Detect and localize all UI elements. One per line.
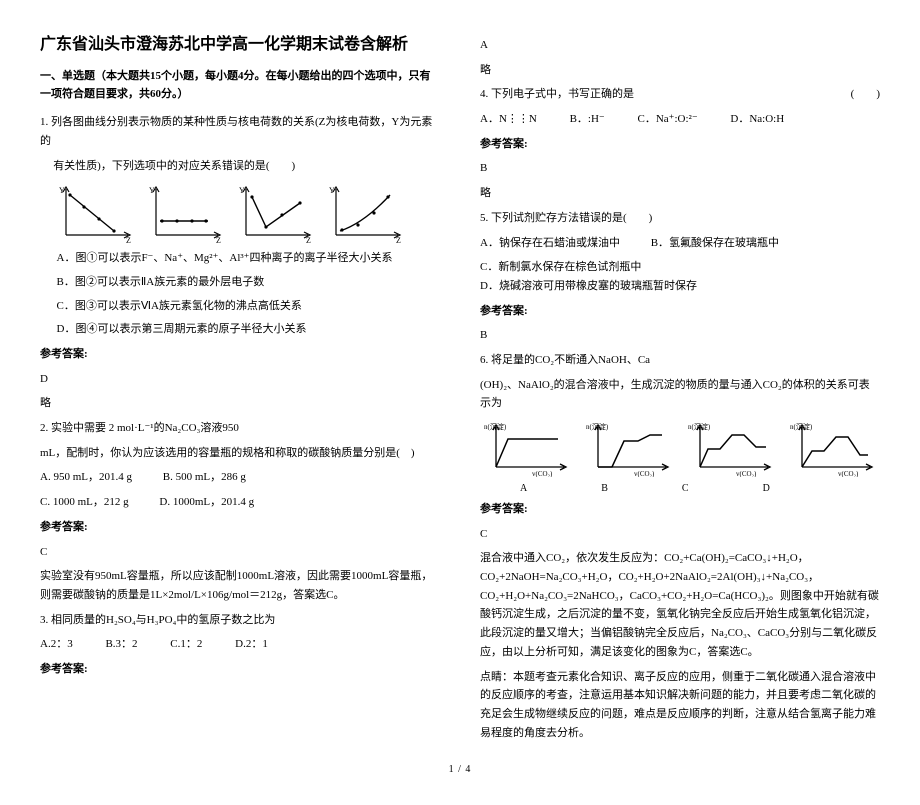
q3-option-b: B.3：2 [105,638,137,650]
q4-answer-label: 参考答案: [480,135,880,154]
q5-option-b: B．氢氟酸保存在玻璃瓶中 [651,234,779,253]
q4-option-c: C．Na⁺:O:²⁻ [638,113,698,125]
q6-answer-label: 参考答案: [480,500,880,519]
q6-label-a: A [520,483,527,494]
q2-option-c: C. 1000 mL，212 g [40,493,129,512]
q4-option-a: A．N⋮⋮N [480,113,537,125]
q2-explanation: 实验室没有950mL容量瓶，所以应该配制1000mL溶液，因此需要1000mL容… [40,567,440,604]
q1-stem-line2: 有关性质)，下列选项中的对应关系错误的是( ) [40,157,440,176]
q6-option-labels: A B C D [520,483,880,494]
q2-option-d: D. 1000mL，201.4 g [159,493,254,512]
q1-option-a: A．图①可以表示F⁻、Na⁺、Mg²⁺、Al³⁺四种离子的离子半径大小关系 [57,249,441,268]
page-footer: 1 / 4 [40,764,880,775]
q1-graph-2: YZ [144,183,224,243]
q5-option-d: D．烧碱溶液可用带橡皮塞的玻璃瓶暂时保存 [480,277,697,296]
q4-option-b: B．:H⁻ [570,113,605,125]
q2-answer-label: 参考答案: [40,518,440,537]
q5-options-row1: A．钠保存在石蜡油或煤油中 B．氢氟酸保存在玻璃瓶中 [480,234,880,253]
q6-graph-d: n(沉淀) v(CO₂) [790,421,876,477]
q6-label-b: B [601,483,608,494]
q2-option-b: B. 500 mL，286 g [163,468,246,487]
q2-stem-line1: 2. 实验中需要 2 mol·L⁻¹的Na₂CO₃溶液950 [40,419,440,438]
q4-options: A．N⋮⋮N B．:H⁻ C．Na⁺:O:²⁻ D．Na:O:H [480,110,880,129]
q6-graph-a: n(沉淀) v(CO₂) [484,421,570,477]
q3-answer-note: 略 [480,61,880,80]
q1-graph-1: YZ [54,183,134,243]
q2-stem-line2: mL，配制时，你认为应该选用的容量瓶的规格和称取的碳酸钠质量分别是( ) [40,444,440,463]
paper-title: 广东省汕头市澄海苏北中学高一化学期末试卷含解析 [40,30,440,54]
q1-graph-3: YZ [234,183,314,243]
q5-answer-label: 参考答案: [480,302,880,321]
q1-option-b: B．图②可以表示ⅡA族元素的最外层电子数 [57,273,441,292]
q1-answer-label: 参考答案: [40,345,440,364]
q3-option-c: C.1：2 [170,638,202,650]
q4-answer-note: 略 [480,184,880,203]
q3-option-a: A.2：3 [40,638,73,650]
q6-explanation-1: 混合液中通入CO₂，依次发生反应为：CO₂+Ca(OH)₂=CaCO₃↓+H₂O… [480,549,880,661]
right-column: A 略 4. 下列电子式中，书写正确的是 ( ) A．N⋮⋮N B．:H⁻ C．… [480,30,880,748]
q2-options-row2: C. 1000 mL，212 g D. 1000mL，201.4 g [40,493,440,512]
svg-text:v(CO₂): v(CO₂) [736,470,757,477]
svg-text:v(CO₂): v(CO₂) [838,470,859,477]
q4-stem: 4. 下列电子式中，书写正确的是 ( ) [480,85,880,104]
q4-answer: B [480,159,880,178]
q2-answer: C [40,543,440,562]
q4-option-d: D．Na:O:H [730,113,784,125]
svg-text:Y: Y [239,186,245,195]
q2-options-row1: A. 950 mL，201.4 g B. 500 mL，286 g [40,468,440,487]
q5-options-row2: C．新制氯水保存在棕色试剂瓶中 D．烧碱溶液可用带橡皮塞的玻璃瓶暂时保存 [480,258,880,295]
q1-graph-4: YZ [324,183,404,243]
q1-answer-note: 略 [40,394,440,413]
q3-option-d: D.2：1 [235,638,268,650]
svg-text:n(沉淀): n(沉淀) [586,422,609,431]
svg-text:v(CO₂): v(CO₂) [634,470,655,477]
q1-stem-line1: 1. 列各图曲线分别表示物质的某种性质与核电荷数的关系(Z为核电荷数，Y为元素的 [40,113,440,150]
q6-explanation-2: 点睛：本题考查元素化合知识、离子反应的应用，侧重于二氧化碳通入混合溶液中的反应顺… [480,668,880,743]
svg-text:n(沉淀): n(沉淀) [484,422,507,431]
q1-option-c: C．图③可以表示ⅥA族元素氢化物的沸点高低关系 [57,297,441,316]
svg-text:Y: Y [149,186,155,195]
q6-graph-b: n(沉淀) v(CO₂) [586,421,672,477]
q6-stem-line2: (OH)₂、NaAlO₂的混合溶液中，生成沉淀的物质的量与通入CO₂的体积的关系… [480,376,880,413]
svg-text:Z: Z [126,236,131,243]
svg-text:Y: Y [59,186,65,195]
svg-text:Z: Z [306,236,311,243]
q5-option-a: A．钠保存在石蜡油或煤油中 [480,234,620,253]
q5-answer: B [480,326,880,345]
q5-option-c: C．新制氯水保存在棕色试剂瓶中 [480,258,641,277]
q1-option-d: D．图④可以表示第三周期元素的原子半径大小关系 [57,320,441,339]
section-1-heading: 一、单选题（本大题共15个小题，每小题4分。在每小题给出的四个选项中，只有一项符… [40,68,440,103]
q1-graphs: YZ YZ YZ [54,183,440,243]
q4-stem-tail: ( ) [851,85,880,104]
svg-text:Y: Y [329,186,335,195]
q6-graphs: n(沉淀) v(CO₂) n(沉淀) v(CO₂) n(沉淀) [484,421,880,477]
q6-graph-c: n(沉淀) v(CO₂) [688,421,774,477]
q6-answer: C [480,525,880,544]
q6-label-d: D [763,483,770,494]
q1-answer: D [40,370,440,389]
q3-answer-label: 参考答案: [40,660,440,679]
svg-text:Z: Z [396,236,401,243]
q6-stem-line1: 6. 将足量的CO₂不断通入NaOH、Ca [480,351,880,370]
q3-options: A.2：3 B.3：2 C.1：2 D.2：1 [40,635,440,654]
q3-answer: A [480,36,880,55]
q5-stem: 5. 下列试剂贮存方法错误的是( ) [480,209,880,228]
q3-stem: 3. 相同质量的H₂SO₄与H₃PO₄中的氢原子数之比为 [40,611,440,630]
svg-text:v(CO₂): v(CO₂) [532,470,553,477]
q1-options: A．图①可以表示F⁻、Na⁺、Mg²⁺、Al³⁺四种离子的离子半径大小关系 B．… [57,249,441,339]
svg-text:Z: Z [216,236,221,243]
q2-option-a: A. 950 mL，201.4 g [40,468,132,487]
left-column: 广东省汕头市澄海苏北中学高一化学期末试卷含解析 一、单选题（本大题共15个小题，… [40,30,440,748]
q6-label-c: C [682,483,689,494]
q4-stem-text: 4. 下列电子式中，书写正确的是 [480,88,634,100]
svg-text:n(沉淀): n(沉淀) [790,422,813,431]
svg-text:n(沉淀): n(沉淀) [688,422,711,431]
